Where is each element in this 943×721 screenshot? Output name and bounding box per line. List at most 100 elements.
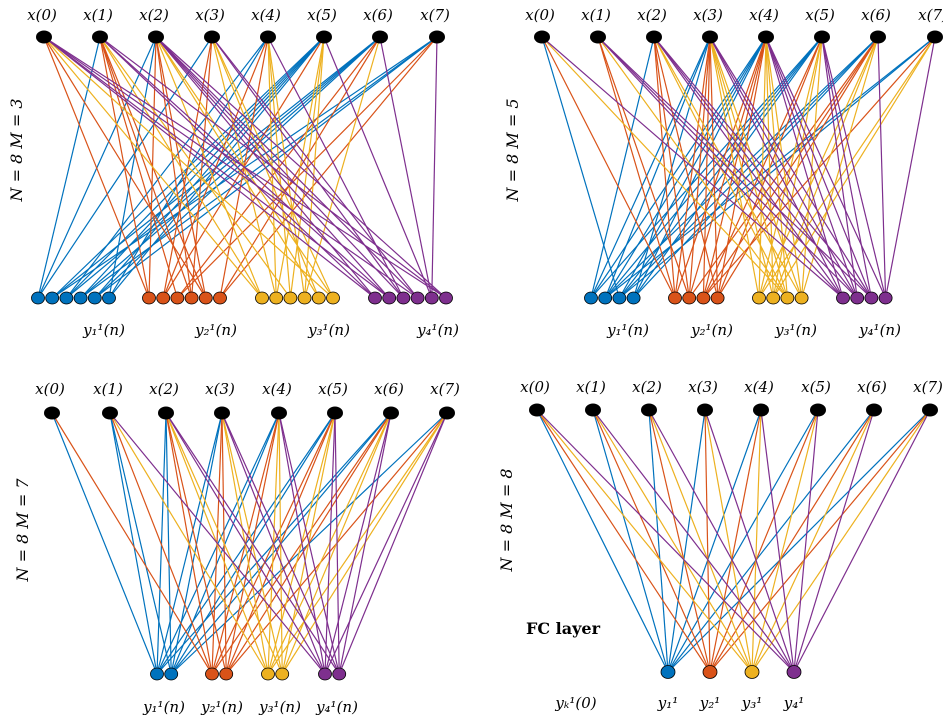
edge: [765, 36, 774, 299]
edge: [99, 36, 193, 299]
input-label: x(4): [262, 380, 292, 398]
edge: [324, 412, 336, 675]
group-label: y₃¹: [741, 694, 763, 712]
input-node: [534, 30, 550, 44]
input-node: [810, 403, 826, 417]
input-node: [204, 30, 220, 44]
edge: [765, 36, 858, 299]
input-node: [214, 406, 230, 420]
edge: [709, 36, 844, 299]
output-node: [332, 667, 347, 681]
edge: [653, 36, 690, 299]
edge: [765, 36, 887, 299]
output-node: [382, 291, 397, 305]
edge: [51, 412, 213, 675]
edge: [431, 36, 438, 299]
input-label: x(5): [318, 380, 348, 398]
edge: [221, 412, 326, 675]
output-node: [297, 291, 312, 305]
input-node: [372, 30, 388, 44]
output-node: [102, 291, 116, 305]
edge: [211, 36, 404, 299]
input-label: x(5): [801, 378, 831, 396]
edge: [334, 412, 340, 675]
edge: [109, 412, 269, 675]
edge: [43, 36, 418, 299]
edge: [653, 36, 858, 299]
input-label: x(0): [525, 6, 555, 24]
edge: [278, 412, 340, 675]
input-node: [36, 30, 52, 44]
edge: [709, 409, 875, 673]
edge: [765, 36, 872, 299]
output-node: [598, 291, 613, 305]
output-node: [59, 291, 74, 305]
edge: [324, 412, 392, 675]
edge: [592, 409, 753, 673]
input-node: [866, 403, 882, 417]
output-node: [205, 667, 219, 681]
output-node: [326, 291, 340, 305]
side-label: N = 8 M = 5: [503, 99, 522, 203]
output-node: [864, 291, 879, 305]
input-node: [260, 30, 276, 44]
group-label: y₁¹(n): [142, 698, 185, 716]
yk-label: yₖ¹(0): [554, 694, 596, 712]
input-label: x(6): [363, 6, 393, 24]
edge: [590, 36, 767, 299]
edge: [267, 36, 404, 299]
input-label: x(1): [93, 380, 123, 398]
edge: [653, 36, 872, 299]
output-node: [696, 291, 711, 305]
input-label: x(5): [805, 6, 835, 24]
output-node: [142, 291, 156, 305]
edge: [65, 36, 269, 299]
edge: [604, 36, 711, 299]
input-node: [44, 406, 60, 420]
edge: [648, 409, 711, 673]
side-label: N = 8 M = 8: [497, 469, 516, 573]
edge: [323, 36, 433, 299]
output-node: [184, 291, 199, 305]
edge: [324, 412, 448, 675]
input-node: [702, 30, 718, 44]
output-node: [261, 667, 275, 681]
edge: [536, 409, 711, 673]
output-node: [584, 291, 598, 305]
edges: [536, 409, 931, 673]
output-node: [170, 291, 185, 305]
edge: [772, 36, 823, 299]
edge: [43, 36, 447, 299]
input-node: [92, 30, 108, 44]
input-node: [697, 403, 713, 417]
input-label: x(7): [913, 378, 943, 396]
input-node: [383, 406, 399, 420]
input-node: [922, 403, 938, 417]
input-label: x(1): [576, 378, 606, 396]
input-label: x(7): [918, 6, 943, 24]
edge: [709, 36, 774, 299]
edge: [709, 409, 931, 673]
edge: [165, 412, 340, 675]
input-label: x(6): [861, 6, 891, 24]
edge: [43, 36, 390, 299]
input-label: x(0): [27, 6, 57, 24]
edge: [751, 409, 875, 673]
edge: [155, 36, 193, 299]
group-label: y₃¹(n): [258, 698, 301, 716]
output-node: [164, 667, 179, 681]
edge: [597, 36, 858, 299]
input-label: x(2): [139, 6, 169, 24]
fc-layer-label: FC layer: [526, 619, 601, 638]
edge: [109, 412, 326, 675]
panel-n8-m7: x(0) x(1) x(2) x(3) x(4) x(5) x(6) x(7) y₁¹(n) y₂…: [13, 380, 460, 716]
output-node: [626, 291, 641, 305]
output-node: [424, 291, 439, 305]
edge: [702, 36, 711, 299]
output-node: [682, 291, 697, 305]
output-node: [836, 291, 850, 305]
group-label: y₄¹: [783, 694, 805, 712]
group-label: y₃¹(n): [307, 321, 350, 339]
input-node: [758, 30, 774, 44]
